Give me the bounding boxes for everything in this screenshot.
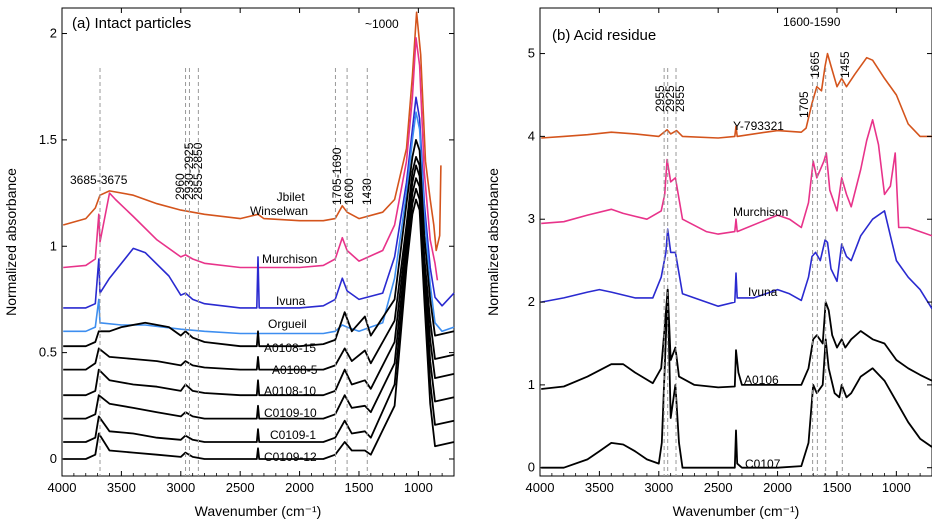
x-tick-label-1500-b: 1500 xyxy=(823,480,852,495)
series-line-ivuna-b xyxy=(541,210,932,310)
x-tick-label-3500-b: 3500 xyxy=(585,480,614,495)
series-line-c0109-10-a xyxy=(63,177,455,420)
series-line-a0106-b xyxy=(541,288,932,390)
sample-label-murchison-b: Murchison xyxy=(733,205,788,219)
sample-label-c0109-1: C0109-1 xyxy=(270,428,316,442)
x-axis-label-b: Wavenumber (cm⁻¹) xyxy=(673,503,800,519)
sample-label-a0108-15: A0108-15 xyxy=(264,341,316,355)
panel-title-a: (a) Intact particles xyxy=(72,15,191,32)
sample-label-orgueil: Orgueil xyxy=(268,317,307,331)
x-tick-label-3000-b: 3000 xyxy=(644,480,673,495)
series-line-murchison-b xyxy=(541,119,932,237)
peak-label-3685-3675: 3685-3675 xyxy=(70,173,128,187)
series-line-a0108-5-a xyxy=(63,156,455,371)
y-tick-label-1-b: 1 xyxy=(528,377,535,392)
y-tick-label-0-b: 0 xyxy=(528,460,535,475)
sample-label-jbilet-line1: Jbilet xyxy=(277,190,306,204)
peak-label-1000: ~1000 xyxy=(365,17,399,31)
sample-label-ivuna-a: Ivuna xyxy=(276,294,306,308)
sample-label-c0109-12: C0109-12 xyxy=(264,450,317,464)
reference-lines-b xyxy=(663,68,843,476)
x-tick-label-4000-a: 4000 xyxy=(48,480,77,495)
y-tick-label-1-a: 1 xyxy=(50,238,57,253)
y-tick-label-0-a: 0 xyxy=(50,451,57,466)
series-line-c0109-1-a xyxy=(63,187,455,443)
x-tick-label-4000-b: 4000 xyxy=(526,480,555,495)
peak-label-2955: 2955 xyxy=(653,85,667,112)
y-tick-label-4-b: 4 xyxy=(528,128,535,143)
sample-label-c0109-10: C0109-10 xyxy=(264,406,317,420)
sample-label-y793321: Y-793321 xyxy=(733,119,784,133)
series-line-c0107-b xyxy=(541,288,932,469)
x-tick-label-1000-a: 1000 xyxy=(404,480,433,495)
series-line-a0108-10-a xyxy=(63,164,455,397)
panel-b: 4000 3500 3000 2500 2000 1500 1000 0 1 2 3 4 5 (b) A… xyxy=(485,7,932,519)
x-tick-label-2500-b: 2500 xyxy=(704,480,733,495)
peak-label-2960: 2960 xyxy=(173,173,187,200)
series-lines-a xyxy=(62,11,455,460)
sample-label-jbilet: Jbilet Winselwan xyxy=(250,190,308,218)
series-line-murchison-a xyxy=(63,37,439,281)
plot-frame-a xyxy=(61,7,455,477)
peak-label-2930-2925: 2930-2925 xyxy=(182,142,196,200)
ticks-b: 4000 3500 3000 2500 2000 1500 1000 0 1 2 3 4 5 xyxy=(526,8,932,495)
peak-label-1600-1590: 1600-1590 xyxy=(783,15,841,29)
sample-label-murchison-a: Murchison xyxy=(262,252,317,266)
x-tick-label-2000-a: 2000 xyxy=(285,480,314,495)
x-tick-label-2000-b: 2000 xyxy=(763,480,792,495)
series-line-jbilet-winselwan-a xyxy=(62,11,442,252)
sample-label-ivuna-b: Ivuna xyxy=(748,285,778,299)
panel-title-b: (b) Acid residue xyxy=(552,27,656,44)
sample-label-c0107: C0107 xyxy=(745,457,781,471)
sample-label-a0106: A0106 xyxy=(744,373,779,387)
y-axis-label-a: Normalized absorbance xyxy=(3,168,19,316)
panel-a: 4000 3500 3000 2500 2000 1500 1000 0 0.5 1 1.5 2 (a… xyxy=(3,7,455,519)
y-axis-label-b: Normalized absorbance xyxy=(485,168,501,316)
y-tick-label-0.5-a: 0.5 xyxy=(39,345,57,360)
x-tick-label-1000-b: 1000 xyxy=(882,480,911,495)
plot-frame-b xyxy=(539,7,932,477)
series-line-a0108-15-a xyxy=(63,139,455,348)
x-tick-label-3500-a: 3500 xyxy=(107,480,136,495)
peak-label-1705-1690: 1705-1690 xyxy=(330,147,344,205)
y-tick-label-5-b: 5 xyxy=(528,46,535,61)
sample-label-jbilet-line2: Winselwan xyxy=(250,204,308,218)
series-line-ivuna-a xyxy=(63,96,455,309)
peak-label-1665: 1665 xyxy=(808,51,822,78)
peak-label-2855: 2855 xyxy=(673,85,687,112)
peak-label-1430: 1430 xyxy=(360,178,374,205)
peak-label-1705: 1705 xyxy=(797,91,811,118)
peak-label-2855-2850: 2855-2850 xyxy=(191,142,205,200)
peak-label-1600: 1600 xyxy=(342,178,356,205)
series-line-c0109-12-a xyxy=(63,198,455,460)
y-tick-label-3-b: 3 xyxy=(528,211,535,226)
y-tick-label-2-a: 2 xyxy=(50,26,57,41)
sample-label-a0108-10: A0108-10 xyxy=(264,384,316,398)
peak-label-1455: 1455 xyxy=(838,51,852,78)
x-tick-label-3000-a: 3000 xyxy=(166,480,195,495)
reference-lines-a xyxy=(99,68,368,476)
y-tick-label-1.5-a: 1.5 xyxy=(39,132,57,147)
x-tick-label-2500-a: 2500 xyxy=(226,480,255,495)
ticks-a: 4000 3500 3000 2500 2000 1500 1000 0 0.5 1 1.5 2 xyxy=(39,8,454,495)
x-axis-label-a: Wavenumber (cm⁻¹) xyxy=(195,503,322,519)
peak-label-2925: 2925 xyxy=(663,85,677,112)
y-tick-label-2-b: 2 xyxy=(528,294,535,309)
series-lines-b xyxy=(541,52,932,469)
series-line-orgueil-a xyxy=(63,111,455,335)
x-tick-label-1500-a: 1500 xyxy=(345,480,374,495)
sample-label-a0108-5: A0108-5 xyxy=(272,363,318,377)
